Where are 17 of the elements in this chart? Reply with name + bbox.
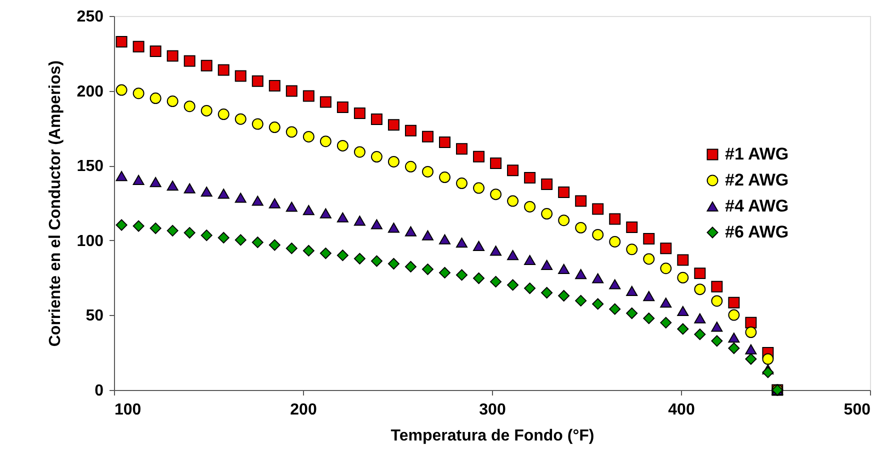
legend-label: #1 AWG — [725, 144, 789, 164]
y-tick-label: 0 — [94, 382, 104, 400]
legend-label: #6 AWG — [725, 222, 789, 242]
legend-label: #2 AWG — [725, 170, 789, 190]
x-axis-title: Temperatura de Fondo (°F) — [390, 428, 594, 444]
x-tick-label: 500 — [844, 402, 871, 418]
x-tick-label: 400 — [668, 402, 695, 418]
y-tick-label: 200 — [76, 83, 104, 100]
y-tick-label: 250 — [76, 8, 104, 26]
y-tick-label: 50 — [86, 308, 104, 325]
x-tick-label: 100 — [114, 402, 142, 418]
legend-label: #4 AWG — [725, 196, 789, 216]
y-tick-label: 100 — [76, 232, 104, 250]
x-tick-label: 200 — [290, 402, 317, 418]
y-axis-title: Corriente en el Conductor (Amperios) — [46, 60, 64, 347]
x-tick-label: 300 — [479, 402, 506, 418]
y-tick-label: 150 — [76, 158, 104, 176]
